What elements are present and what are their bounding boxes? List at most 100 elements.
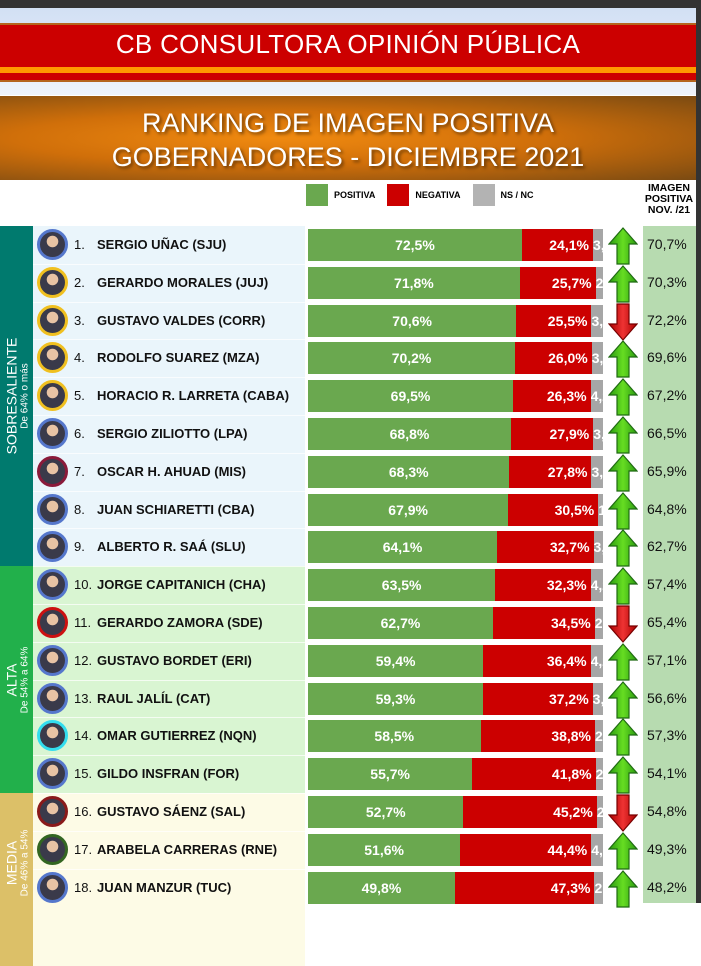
previous-column-header: IMAGEN POSITIVA NOV. /21 [640,183,698,216]
previous-value: 67,2% [647,387,687,404]
rank-number: 15. [74,766,93,782]
previous-value: 48,2% [647,878,687,895]
governor-name: GUSTAVO VALDES (CORR) [97,312,266,328]
bar-nsnc: 2,9% [594,871,603,904]
row-divider [33,755,305,757]
bar-positive: 70,2% [308,342,516,375]
table-row: 6. SERGIO ZILIOTTO (LPA) 68,8% 27,9% 3,3… [0,415,701,454]
legend-swatch-negative [387,184,410,206]
governor-name: HORACIO R. LARRETA (CABA) [97,388,290,404]
rank-number: 8. [74,501,85,517]
rank-number: 10. [74,577,93,593]
bar-positive: 69,5% [308,380,514,413]
governor-photo [37,569,68,601]
bar-positive: 58,5% [308,720,481,753]
legend-swatch-nsnc [472,184,495,206]
row-divider [33,263,305,265]
governor-name: OMAR GUTIERREZ (NQN) [97,728,257,744]
governor-photo [37,796,68,827]
image-bar: 59,4% 36,4% 4,2% [308,644,603,677]
bar-negative: 44,4% [460,833,592,866]
rank-number: 13. [74,690,93,706]
governor-name: ARABELA CARRERAS (RNE) [97,841,278,857]
row-divider [33,377,305,379]
bar-negative: 30,5% [508,493,599,526]
row-divider [33,604,305,605]
governor-photo [37,531,68,563]
arrow-down-icon [607,302,639,341]
image-bar: 70,2% 26,0% 3,8% [308,342,603,375]
table-row: 14. OMAR GUTIERREZ (NQN) 58,5% 38,8% 2,7… [0,717,701,756]
table-row: 3. GUSTAVO VALDES (CORR) 70,6% 25,5% 3,9… [0,302,701,341]
bar-positive: 51,6% [308,833,461,866]
previous-value: 72,2% [647,311,687,328]
group-label-1: ALTA De 54% a 64% [0,566,33,793]
row-divider [33,415,305,416]
previous-value: 62,7% [647,538,687,555]
arrow-up-icon [607,453,639,492]
bar-positive: 71,8% [308,266,520,299]
table-row: 9. ALBERTO R. SAÁ (SLU) 64,1% 32,7% 3,2%… [0,528,701,567]
image-bar: 68,3% 27,8% 3,9% [308,455,603,488]
bar-positive: 52,7% [308,796,464,828]
governor-name: SERGIO ZILIOTTO (LPA) [97,426,248,441]
bar-negative: 41,8% [472,758,596,791]
previous-value: 57,1% [647,651,687,668]
image-bar: 59,3% 37,2% 3,5% [308,682,603,715]
bar-nsnc: 3,4% [592,229,603,261]
governor-photo [37,342,68,374]
arrow-up-icon [607,718,639,756]
image-bar: 55,7% 41,8% 2,5% [308,758,603,791]
legend-nsnc: NS / NC [500,190,534,200]
bar-negative: 32,7% [497,531,594,564]
bar-positive: 64,1% [308,531,498,564]
arrow-up-icon [607,227,639,265]
image-bar: 51,6% 44,4% 4,0% [308,833,603,866]
brand-title: CB CONSULTORA OPINIÓN PÚBLICA [115,29,581,59]
brand-stripe [0,67,696,73]
image-bar: 70,6% 25,5% 3,9% [308,304,603,337]
previous-value: 49,3% [647,840,687,857]
bar-positive: 70,6% [308,304,517,337]
bar-positive: 49,8% [308,871,455,904]
prev-header-line: POSITIVA [644,193,694,205]
previous-column-bg [643,226,696,903]
governor-photo [37,266,68,298]
bar-positive: 72,5% [308,229,522,261]
group-label-0: SOBRESALIENTE De 64% o más [0,226,33,567]
governor-name: GILDO INSFRAN (FOR) [97,766,240,782]
title-banner: RANKING DE IMAGEN POSITIVA GOBERNADORES … [0,96,696,180]
bar-positive: 63,5% [308,569,496,602]
rank-number: 6. [74,426,85,441]
arrow-up-icon [607,340,639,378]
table-row: 7. OSCAR H. AHUAD (MIS) 68,3% 27,8% 3,9%… [0,453,701,492]
governor-name: JUAN MANZUR (TUC) [97,879,232,895]
bar-nsnc: 3,9% [591,304,603,337]
previous-value: 57,3% [647,727,687,744]
bar-negative: 38,8% [480,720,596,753]
row-divider [33,793,305,794]
governor-name: RODOLFO SUAREZ (MZA) [97,350,260,366]
governor-name: RAUL JALÍL (CAT) [97,690,211,706]
image-bar: 68,8% 27,9% 3,3% [308,418,603,450]
arrow-up-icon [607,264,639,303]
bar-negative: 32,3% [495,569,591,602]
previous-value: 57,4% [647,576,687,593]
table-row: 1. SERGIO UÑAC (SJU) 72,5% 24,1% 3,4% 70… [0,226,701,265]
rank-number: 16. [74,804,93,819]
bar-nsnc: 3,5% [592,682,603,715]
governor-name: ALBERTO R. SAÁ (SLU) [97,539,246,555]
legend-swatch-positive [306,184,328,206]
governor-photo [37,682,68,714]
prev-header-line: NOV. /21 [647,204,691,216]
group-background [33,226,305,567]
table-row: 13. RAUL JALÍL (CAT) 59,3% 37,2% 3,5% 56… [0,680,701,719]
row-divider [33,641,305,643]
governor-photo [37,833,68,865]
arrow-up-icon [607,416,639,454]
arrow-up-icon [607,378,639,416]
rank-number: 1. [74,237,85,252]
bar-negative: 37,2% [482,682,593,715]
image-bar: 67,9% 30,5% 1,6% [308,493,603,526]
governor-photo [37,229,68,260]
